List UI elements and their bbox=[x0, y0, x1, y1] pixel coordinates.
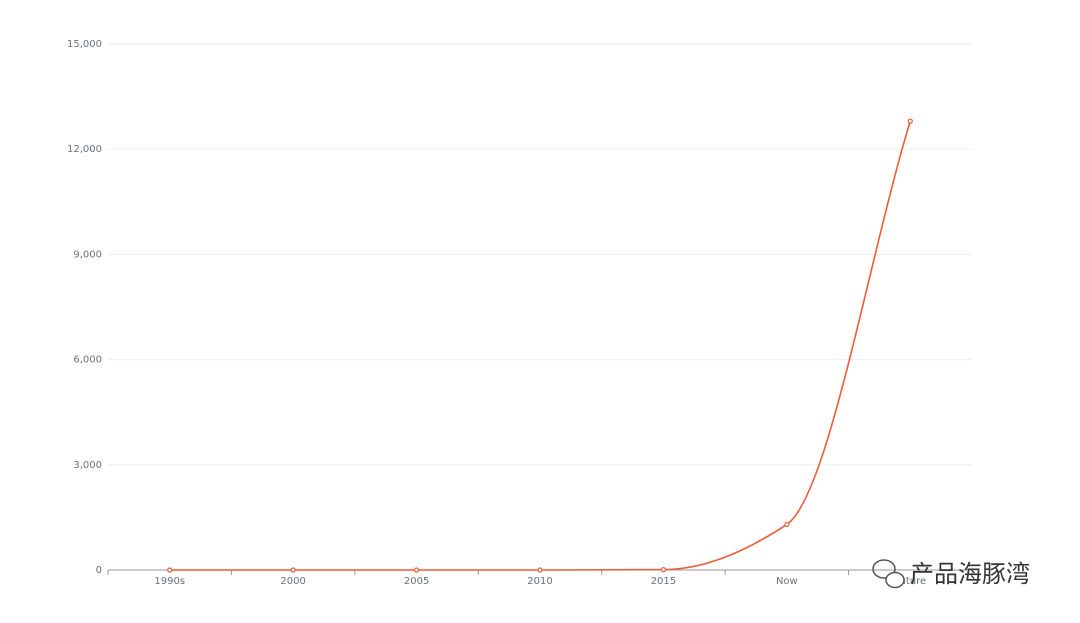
y-tick-label: 6,000 bbox=[73, 355, 102, 366]
y-tick-label: 15,000 bbox=[67, 39, 102, 50]
y-tick-label: 0 bbox=[96, 565, 102, 576]
x-tick-label: 2010 bbox=[527, 576, 552, 587]
point bbox=[784, 521, 790, 528]
point bbox=[413, 567, 420, 573]
point bbox=[537, 567, 543, 573]
wechat-icon bbox=[872, 559, 896, 579]
y-tick-label: 9,000 bbox=[73, 249, 102, 260]
point bbox=[167, 567, 173, 573]
x-tick-label: 2015 bbox=[651, 576, 676, 587]
x-tick-label: 1990s bbox=[154, 576, 185, 587]
y-tick-label: 3,000 bbox=[73, 460, 102, 471]
point bbox=[907, 118, 913, 124]
x-tick-label: 2000 bbox=[280, 576, 305, 587]
point bbox=[290, 567, 296, 573]
x-tick-label: Future bbox=[894, 576, 926, 587]
x-tick-label: Now bbox=[776, 576, 798, 587]
watermark: 产品海豚湾 bbox=[872, 559, 1030, 589]
point bbox=[660, 567, 667, 573]
line bbox=[169, 120, 912, 571]
x-tick-label: 2005 bbox=[404, 576, 429, 587]
y-tick-label: 12,000 bbox=[67, 144, 102, 155]
watermark-text: 产品海豚湾 bbox=[910, 560, 1030, 588]
wechat-icon bbox=[885, 571, 905, 589]
